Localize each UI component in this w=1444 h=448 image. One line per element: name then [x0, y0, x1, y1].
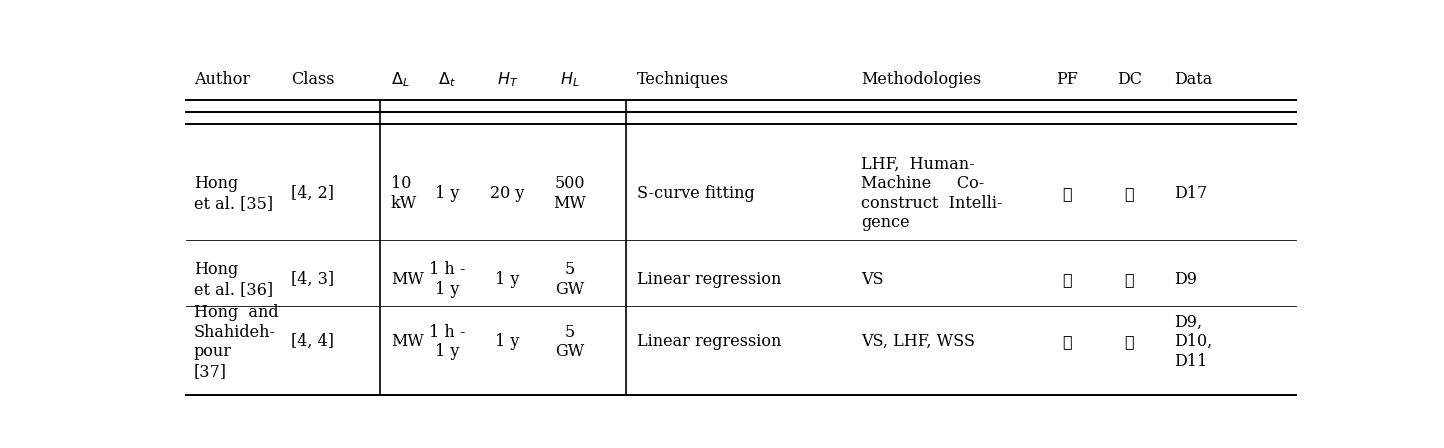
Text: LHF,  Human-
Machine     Co-
construct  Intelli-
gence: LHF, Human- Machine Co- construct Intell…	[861, 155, 1002, 231]
Text: VS, LHF, WSS: VS, LHF, WSS	[861, 333, 975, 350]
Text: 1 h -
1 y: 1 h - 1 y	[429, 262, 465, 298]
Text: Hong
et al. [36]: Hong et al. [36]	[193, 262, 273, 298]
Text: D9,
D10,
D11: D9, D10, D11	[1174, 314, 1213, 370]
Text: ✓: ✓	[1061, 271, 1071, 288]
Text: [4, 2]: [4, 2]	[292, 185, 334, 202]
Text: D17: D17	[1174, 185, 1207, 202]
Text: Methodologies: Methodologies	[861, 71, 980, 88]
Text: PF: PF	[1056, 71, 1077, 88]
Text: ✗: ✗	[1125, 271, 1135, 288]
Text: Techniques: Techniques	[637, 71, 729, 88]
Text: Linear regression: Linear regression	[637, 271, 781, 288]
Text: DC: DC	[1118, 71, 1142, 88]
Text: $\Delta_t$: $\Delta_t$	[438, 70, 456, 89]
Text: ✗: ✗	[1125, 185, 1135, 202]
Text: [4, 4]: [4, 4]	[292, 333, 334, 350]
Text: MW: MW	[391, 271, 423, 288]
Text: [4, 3]: [4, 3]	[292, 271, 334, 288]
Text: 10
kW: 10 kW	[391, 175, 417, 212]
Text: ✗: ✗	[1061, 185, 1071, 202]
Text: Linear regression: Linear regression	[637, 333, 781, 350]
Text: Hong
et al. [35]: Hong et al. [35]	[193, 175, 273, 212]
Text: ✓: ✓	[1061, 333, 1071, 350]
Text: D9: D9	[1174, 271, 1197, 288]
Text: 5
GW: 5 GW	[556, 323, 585, 360]
Text: ✗: ✗	[1125, 333, 1135, 350]
Text: 1 y: 1 y	[495, 333, 520, 350]
Text: 1 y: 1 y	[435, 185, 459, 202]
Text: 5
GW: 5 GW	[556, 262, 585, 298]
Text: 20 y: 20 y	[490, 185, 524, 202]
Text: Data: Data	[1174, 71, 1213, 88]
Text: 500
MW: 500 MW	[553, 175, 586, 212]
Text: VS: VS	[861, 271, 884, 288]
Text: $H_L$: $H_L$	[560, 70, 579, 89]
Text: MW: MW	[391, 333, 423, 350]
Text: 1 h -
1 y: 1 h - 1 y	[429, 323, 465, 360]
Text: $\Delta_L$: $\Delta_L$	[391, 70, 410, 89]
Text: $H_T$: $H_T$	[497, 70, 518, 89]
Text: 1 y: 1 y	[495, 271, 520, 288]
Text: Hong  and
Shahideh-
pour
[37]: Hong and Shahideh- pour [37]	[193, 304, 279, 380]
Text: Class: Class	[290, 71, 335, 88]
Text: Author: Author	[193, 71, 250, 88]
Text: S-curve fitting: S-curve fitting	[637, 185, 755, 202]
